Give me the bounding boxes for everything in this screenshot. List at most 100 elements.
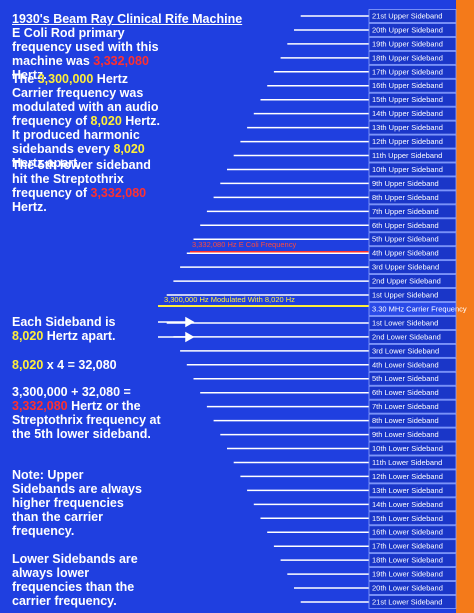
sideband-label: 17th Upper Sideband — [372, 67, 443, 76]
sideband-label: 13th Upper Sideband — [372, 123, 443, 132]
label-box — [368, 78, 457, 93]
sideband-label: 10th Lower Sideband — [372, 444, 443, 453]
label-box — [368, 162, 457, 177]
sideband-label: 15th Lower Sideband — [372, 514, 443, 523]
text-block: The 3,300,000 Hertz Carrier frequency wa… — [12, 72, 167, 170]
label-box — [368, 246, 457, 261]
text-span: Lower Sidebands are always lower frequen… — [12, 552, 138, 608]
label-box — [368, 23, 457, 37]
sideband-label: 6th Lower Sideband — [372, 388, 439, 397]
sideband-label: 16th Upper Sideband — [372, 81, 443, 90]
text-span: 8,020 — [113, 142, 145, 156]
text-block: 8,020 x 4 = 32,080 — [12, 358, 167, 372]
label-box — [368, 176, 457, 191]
orange-strip — [456, 0, 474, 613]
label-box — [368, 581, 457, 595]
label-box — [368, 553, 457, 568]
sideband-label: 14th Upper Sideband — [372, 109, 443, 118]
label-box — [368, 120, 457, 135]
label-box — [368, 595, 457, 609]
label-box — [368, 413, 457, 428]
label-box — [368, 525, 457, 540]
text-block: The 5th lower sideband hit the Streptoth… — [12, 158, 167, 214]
text-span: 1930's Beam Ray Clinical Rife Machine — [12, 12, 243, 26]
sideband-label: 17th Lower Sideband — [372, 542, 443, 551]
label-box — [368, 92, 457, 107]
label-box — [368, 567, 457, 581]
text-span: The 5th lower sideband hit the Streptoth… — [12, 158, 151, 200]
label-box — [368, 218, 457, 233]
text-span: Hertz or the Streptothrix frequency at t… — [12, 399, 161, 441]
sideband-label: 3.30 MHz Carrier Frequency — [372, 304, 467, 313]
modulation-label: 3,300,000 Hz Modulated With 8,020 Hz — [164, 295, 295, 304]
label-box — [368, 274, 457, 288]
text-span: 3,332,080 — [93, 54, 149, 68]
text-span: 3,332,080 — [90, 186, 147, 200]
label-box — [368, 511, 457, 526]
sideband-label: 20th Lower Sideband — [372, 584, 443, 593]
sideband-label: 9th Lower Sideband — [372, 430, 439, 439]
sideband-label: 12th Lower Sideband — [372, 472, 443, 481]
sideband-label: 11th Upper Sideband — [372, 151, 442, 160]
label-box — [368, 64, 457, 79]
text-block: 1930's Beam Ray Clinical Rife Machine E C… — [12, 12, 242, 82]
sideband-label: 6th Upper Sideband — [372, 221, 439, 230]
label-box — [368, 190, 457, 205]
sideband-label: 2nd Upper Sideband — [372, 277, 441, 286]
text-span: Note: Upper Sidebands are always higher … — [12, 468, 142, 538]
text-span: Hertz Carrier frequency was modulated wi… — [12, 72, 159, 128]
text-span: 3,332,080 — [12, 399, 68, 413]
text-span: Hertz. It produced harmonic sidebands ev… — [12, 114, 160, 156]
sideband-label: 7th Upper Sideband — [372, 207, 439, 216]
label-box — [368, 37, 457, 51]
sideband-label: 16th Lower Sideband — [372, 528, 443, 537]
sideband-label: 4th Lower Sideband — [372, 360, 439, 369]
ecoli-label: 3,332,080 Hz E Coli Frequency — [192, 240, 296, 249]
sideband-label: 21st Upper Sideband — [372, 11, 442, 20]
text-span: Each Sideband is — [12, 315, 116, 329]
sideband-label: 7th Lower Sideband — [372, 402, 439, 411]
text-span: Hertz. — [12, 68, 47, 82]
label-box — [368, 260, 457, 275]
label-box — [368, 106, 457, 121]
sideband-label: 4th Upper Sideband — [372, 249, 439, 258]
label-box — [368, 539, 457, 554]
text-span: E Coli Rod primary frequency used with t… — [12, 26, 159, 68]
text-span: x 4 = 32,080 — [43, 358, 117, 372]
text-span: 3,300,000 — [37, 72, 94, 86]
text-span: 8,020 — [12, 358, 44, 372]
sideband-label: 3rd Lower Sideband — [372, 346, 439, 355]
label-box — [368, 134, 457, 149]
sideband-label: 19th Lower Sideband — [372, 570, 443, 579]
label-box — [368, 483, 457, 498]
sideband-label: 5th Lower Sideband — [372, 374, 439, 383]
sideband-label: 9th Upper Sideband — [372, 179, 439, 188]
label-box — [368, 427, 457, 442]
text-block: Lower Sidebands are always lower frequen… — [12, 552, 147, 608]
sideband-label: 8th Lower Sideband — [372, 416, 439, 425]
label-box — [368, 302, 457, 316]
label-box — [368, 316, 457, 330]
label-box — [368, 371, 457, 386]
label-box — [368, 50, 457, 65]
text-span: Hertz apart. — [43, 329, 116, 343]
sideband-label: 10th Upper Sideband — [372, 165, 443, 174]
text-block: 3,300,000 + 32,080 = 3,332,080 Hertz or … — [12, 385, 162, 441]
label-box — [368, 441, 457, 456]
label-box — [368, 399, 457, 414]
text-span: 8,020 — [90, 114, 122, 128]
label-box — [368, 455, 457, 470]
text-span: 8,020 — [12, 329, 44, 343]
label-box — [368, 469, 457, 484]
sideband-label: 15th Upper Sideband — [372, 95, 443, 104]
sideband-label: 20th Upper Sideband — [372, 25, 443, 34]
sideband-label: 1st Upper Sideband — [372, 291, 438, 300]
label-box — [368, 343, 457, 358]
sideband-label: 19th Upper Sideband — [372, 39, 443, 48]
label-box — [368, 9, 457, 23]
label-box — [368, 288, 457, 302]
sideband-label: 11th Lower Sideband — [372, 458, 442, 467]
sideband-label: 8th Upper Sideband — [372, 193, 439, 202]
